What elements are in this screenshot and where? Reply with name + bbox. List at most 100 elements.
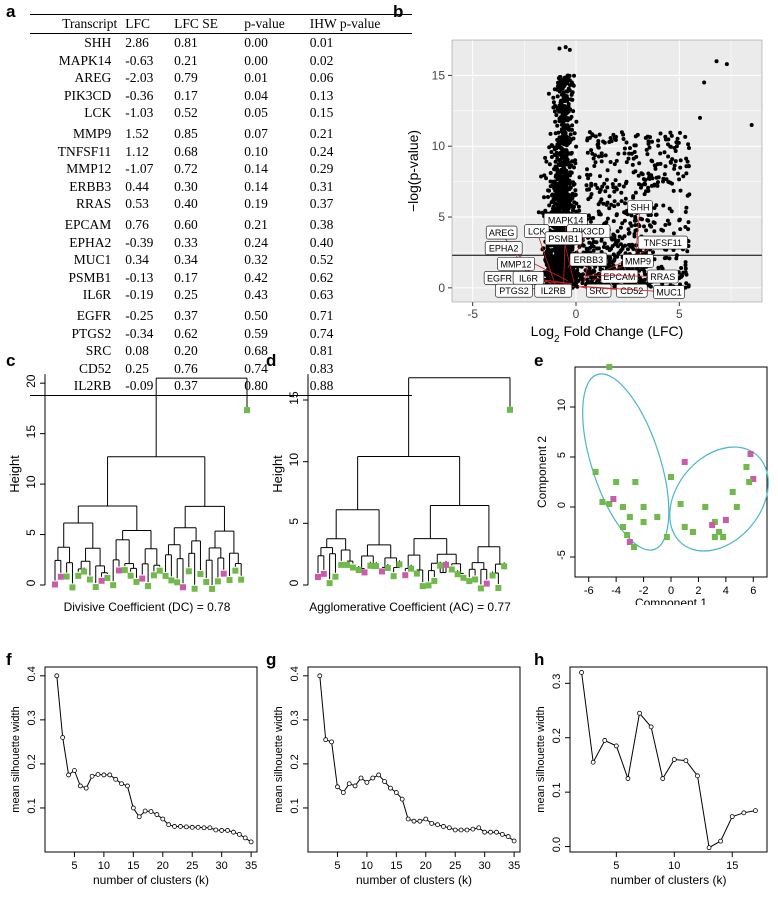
x-tick-label: 5: [613, 860, 619, 872]
table-cell: MMP9: [73, 125, 112, 141]
data-point: [633, 190, 638, 195]
data-point: [555, 226, 560, 231]
data-point: [172, 824, 177, 829]
data-point: [619, 190, 624, 195]
data-point: [753, 808, 758, 814]
data-point: [587, 130, 592, 135]
y-tick-label: 0: [24, 579, 38, 586]
data-point: [624, 181, 628, 186]
panel-letter-d: d: [266, 351, 277, 370]
x-axis-label: Log2 Fold Change (LFC): [531, 323, 684, 345]
data-point: [625, 247, 630, 252]
data-point: [614, 212, 619, 217]
data-point: [564, 80, 569, 85]
data-point: [593, 182, 598, 187]
data-point: [482, 829, 488, 835]
data-point: [724, 62, 729, 67]
data-point: [585, 277, 590, 282]
data-point: [569, 170, 574, 175]
leaf-marker: [180, 584, 186, 591]
data-point: [95, 772, 101, 777]
table-cell: 0.21: [244, 216, 268, 232]
data-point: [556, 254, 561, 259]
data-point: [695, 773, 700, 779]
table-cell: -0.36: [125, 87, 154, 103]
data-point: [154, 812, 160, 817]
leaf-marker: [203, 578, 210, 585]
table-cell: 0.04: [244, 87, 268, 103]
data-point: [590, 133, 595, 138]
data-point: [546, 91, 551, 96]
leaf-marker: [69, 584, 76, 591]
x-tick-label: 4: [723, 585, 729, 597]
coefficient-caption: Divisive Coefficient (DC) = 0.78: [64, 600, 231, 614]
gene-label: PSMB1: [548, 234, 579, 244]
data-point: [547, 253, 552, 258]
x-tick-label: 20: [157, 860, 169, 872]
table-row: LCK -1.03 0.52 0.05 0.15: [30, 104, 412, 122]
data-point: [574, 277, 579, 282]
data-point: [571, 280, 576, 285]
data-point: [616, 202, 621, 207]
data-point: [633, 216, 638, 221]
data-point: [570, 247, 575, 252]
leaf-marker: [454, 571, 461, 578]
table-cell: 0.74: [244, 360, 268, 376]
data-point: [572, 131, 577, 136]
data-point: [564, 94, 569, 99]
data-point: [629, 213, 634, 218]
table-cell: -0.25: [125, 307, 154, 323]
table-row: MUC1 0.34 0.34 0.32 0.52: [30, 251, 412, 269]
x-tick-label: 10: [361, 860, 373, 872]
table-cell: 0.62: [309, 269, 334, 285]
data-point: [585, 172, 589, 177]
table-row: PSMB1 -0.13 0.17 0.42 0.62: [30, 269, 412, 287]
data-point: [358, 775, 364, 781]
y-tick-label: 5: [438, 210, 445, 224]
data-point: [671, 231, 676, 236]
data-point: [741, 810, 747, 816]
data-point: [335, 784, 340, 790]
data-point: [573, 158, 578, 163]
data-point: [565, 157, 570, 162]
x-axis-label: number of clusters (k): [610, 873, 726, 887]
table-row: AREG -2.03 0.79 0.01 0.06: [30, 69, 412, 87]
data-point: [567, 249, 572, 253]
data-point: [605, 216, 610, 221]
table-cell: -2.03: [125, 70, 154, 86]
data-point: [637, 161, 642, 166]
data-point: [644, 147, 649, 152]
table-cell: 0.20: [174, 343, 198, 359]
x-tick-label: 25: [186, 860, 198, 872]
data-point: [545, 246, 550, 251]
data-point: [611, 219, 616, 224]
data-point: [604, 265, 609, 270]
x-tick-label: 15: [726, 860, 738, 872]
panel-letter-h: h: [534, 650, 545, 669]
data-point: [672, 146, 677, 150]
data-point: [248, 839, 254, 845]
silhouette-line: [581, 672, 756, 849]
data-point: [560, 141, 565, 146]
data-point: [352, 783, 358, 789]
data-point: [323, 737, 329, 743]
data-point: [570, 123, 575, 128]
table-cell: 0.00: [244, 35, 268, 50]
data-point: [640, 519, 647, 525]
leaf-marker: [460, 574, 467, 581]
data-point: [236, 831, 242, 837]
x-tick-label: 30: [479, 860, 491, 872]
table-cell: 0.71: [309, 307, 334, 323]
table-cell: 0.81: [309, 343, 334, 359]
data-point: [567, 245, 572, 250]
data-point: [558, 150, 563, 155]
data-point: [561, 90, 566, 95]
table-cell: 0.37: [174, 378, 198, 394]
data-point: [586, 176, 591, 181]
x-axis-label: number of clusters (k): [356, 873, 472, 887]
table-cell: 0.07: [244, 125, 268, 141]
gene-label-box: [647, 269, 679, 284]
x-tick-label: 20: [420, 860, 432, 872]
data-point: [577, 175, 582, 180]
